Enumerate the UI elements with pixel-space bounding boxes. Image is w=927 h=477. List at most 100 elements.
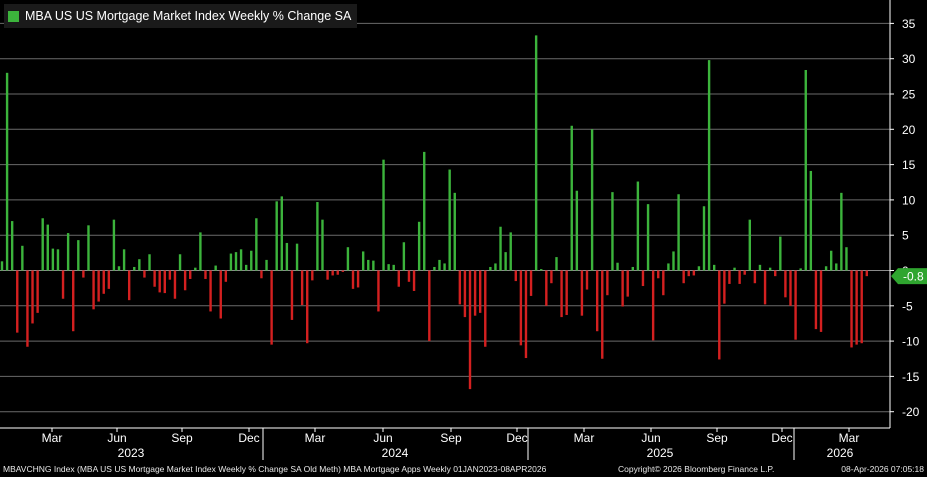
bar	[545, 270, 548, 306]
x-tick-label: Mar	[305, 431, 326, 445]
bar	[448, 169, 451, 271]
bar	[707, 60, 711, 271]
bar	[443, 263, 446, 271]
y-tick-label: -10	[902, 335, 920, 349]
bar	[641, 270, 645, 287]
x-tick-label: Sep	[171, 431, 193, 445]
bar	[433, 266, 436, 271]
bar	[367, 259, 370, 271]
bar	[178, 254, 182, 271]
chart: 35302520151050-5-10-15-20-0.8MarJunSepDe…	[0, 0, 927, 460]
bar	[41, 218, 44, 271]
bar	[51, 248, 55, 271]
bar	[204, 270, 207, 279]
bar	[66, 233, 70, 271]
y-tick-label: -15	[902, 370, 920, 384]
bar	[677, 194, 680, 271]
x-year-label: 2023	[118, 446, 145, 460]
bar	[97, 270, 100, 302]
y-tick-label: -5	[902, 299, 913, 313]
x-tick-label: Mar	[574, 431, 595, 445]
bar	[341, 270, 345, 272]
bar	[397, 270, 400, 287]
bar	[16, 270, 19, 333]
x-tick-label: Mar	[839, 431, 860, 445]
bar	[524, 270, 528, 359]
bar	[143, 270, 146, 278]
bar	[26, 270, 29, 347]
x-tick-label: Dec	[238, 431, 259, 445]
bar	[458, 270, 462, 305]
bar	[585, 270, 589, 290]
bar	[763, 270, 767, 305]
bar	[61, 270, 65, 299]
bar	[244, 264, 248, 271]
bar	[311, 270, 314, 281]
bar	[122, 249, 126, 271]
y-tick-label: 20	[902, 123, 916, 137]
y-tick-label: 15	[902, 158, 916, 172]
bar	[504, 252, 507, 271]
bar	[280, 196, 283, 271]
bar	[183, 270, 187, 291]
chart-legend: MBA US US Mortgage Market Index Weekly %…	[4, 4, 358, 28]
footer-copyright: Copyright© 2026 Bloomberg Finance L.P.	[618, 464, 775, 474]
bar	[712, 264, 716, 271]
bar	[255, 218, 258, 271]
bar	[372, 260, 375, 271]
bar	[107, 270, 111, 289]
bar	[484, 270, 487, 347]
bar	[550, 270, 553, 284]
bar	[768, 267, 772, 271]
bar	[774, 270, 777, 277]
bar	[514, 270, 517, 282]
bar	[570, 125, 573, 271]
y-tick-label: 5	[902, 229, 909, 243]
bar	[529, 270, 533, 296]
bar	[519, 270, 523, 346]
bar	[392, 264, 395, 271]
bar	[611, 192, 614, 271]
y-tick-label: -20	[902, 405, 920, 419]
bar	[687, 270, 690, 277]
bar	[219, 270, 222, 319]
bar	[595, 270, 599, 332]
bar	[331, 270, 334, 276]
x-tick-label: Mar	[42, 431, 63, 445]
bar	[377, 270, 380, 312]
bar	[575, 190, 579, 271]
bar	[199, 232, 202, 271]
bar	[356, 270, 360, 288]
bar	[702, 206, 706, 271]
legend-swatch	[8, 10, 19, 22]
bar	[662, 270, 665, 296]
bar	[590, 129, 594, 271]
bar	[845, 247, 848, 271]
bar	[316, 202, 319, 271]
bar	[540, 269, 543, 271]
bar	[494, 263, 497, 271]
y-tick-label: 10	[902, 193, 916, 207]
bar	[77, 240, 80, 271]
bar	[794, 270, 797, 340]
bar	[133, 266, 136, 271]
x-tick-label: Sep	[706, 431, 728, 445]
bar	[250, 250, 253, 271]
last-value-label: -0.8	[903, 270, 924, 284]
bar	[555, 257, 558, 271]
bar	[499, 226, 502, 271]
bar	[423, 151, 426, 271]
bar	[300, 270, 304, 306]
x-year-label: 2025	[647, 446, 674, 460]
bar	[534, 35, 538, 271]
bar	[804, 70, 807, 271]
bar	[407, 270, 411, 282]
x-year-label: 2026	[827, 446, 854, 460]
bar	[306, 270, 309, 344]
bar	[697, 266, 701, 271]
bar	[87, 225, 90, 271]
bar	[565, 270, 568, 315]
bar	[478, 270, 482, 313]
bar	[865, 270, 868, 277]
bar	[10, 221, 14, 271]
